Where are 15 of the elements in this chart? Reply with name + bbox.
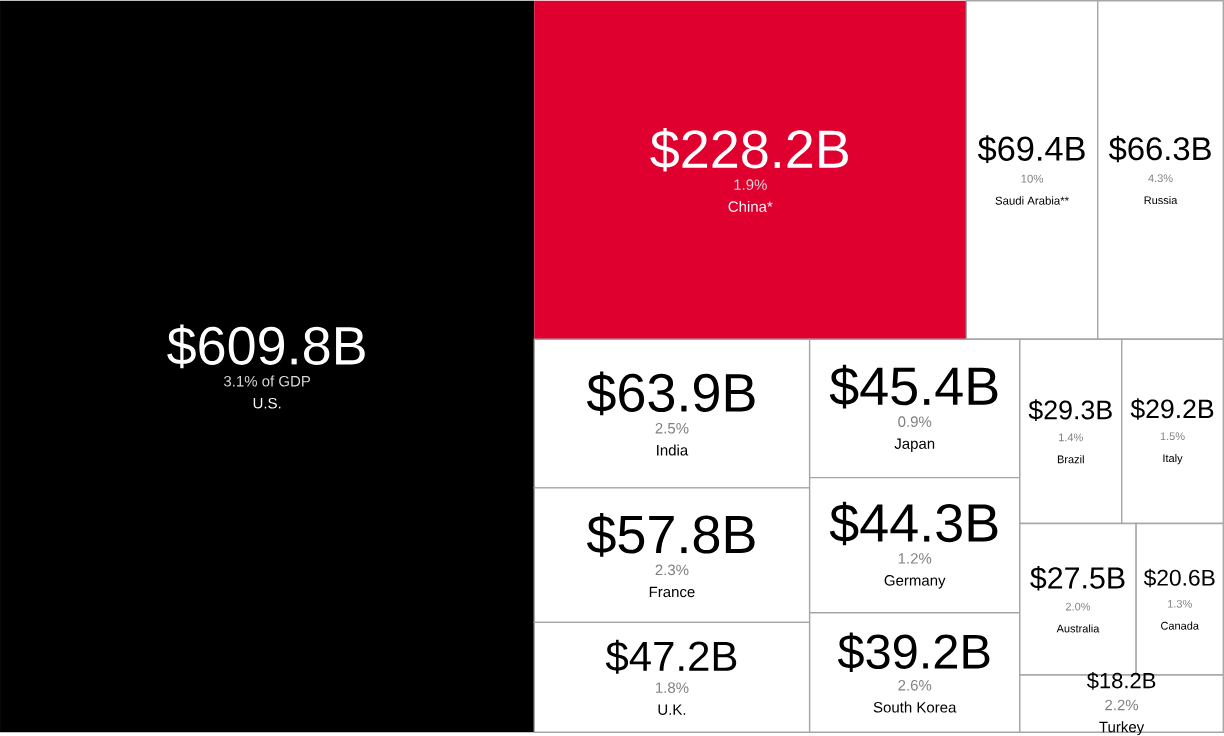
data-label: $228.2B [650, 128, 848, 172]
data-label: $57.8B [586, 513, 755, 558]
data-label: $47.2B [605, 640, 737, 675]
data-label: $66.3B [1108, 136, 1211, 163]
data-label: $609.8B [167, 324, 365, 369]
data-label: $20.6B [1143, 569, 1215, 588]
data-label: $39.2B [837, 632, 990, 673]
data-label: $45.4B [829, 365, 998, 409]
data-label: $29.2B [1130, 398, 1214, 421]
data-label: $18.2B [1086, 672, 1156, 691]
data-label: $27.5B [1030, 566, 1125, 591]
data-label: $44.3B [829, 501, 998, 546]
data-label: $29.3B [1028, 399, 1112, 422]
data-label: $69.4B [977, 135, 1085, 164]
data-label: $63.9B [586, 371, 755, 416]
